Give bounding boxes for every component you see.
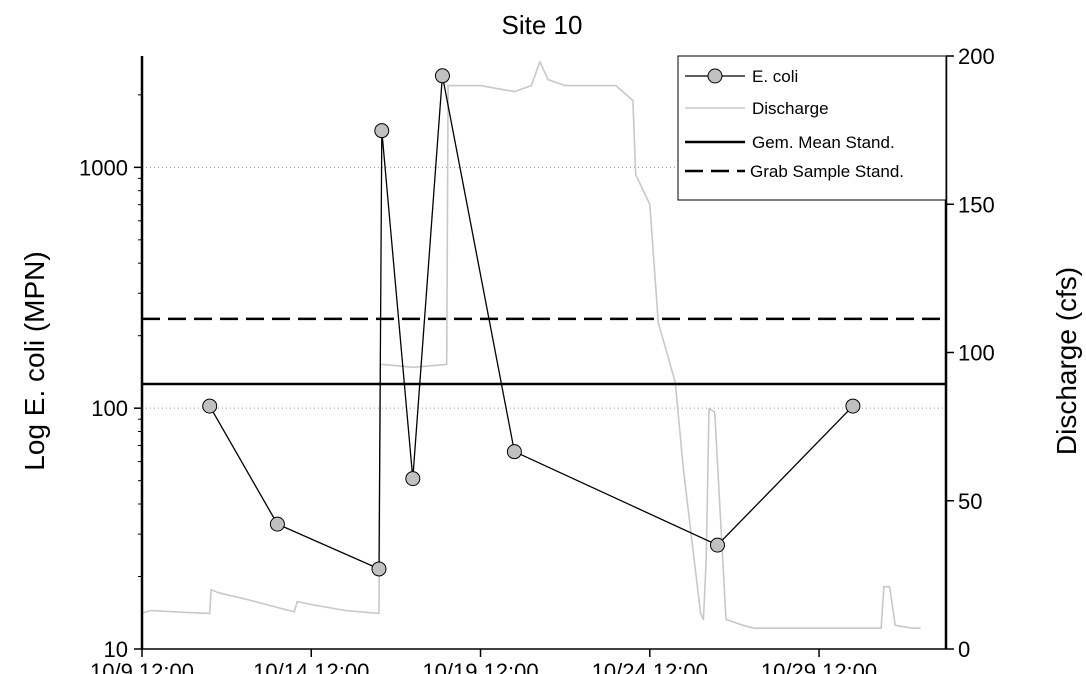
legend-ecoli-marker [707, 68, 723, 84]
y2-tick-label: 200 [958, 44, 995, 69]
legend-gem-mean-label: Gem. Mean Stand. [752, 133, 895, 152]
legend-discharge-label: Discharge [752, 99, 829, 118]
ecoli-point [709, 537, 725, 553]
ecoli-point [374, 123, 390, 139]
x-tick-label: 10/19 12:00 [422, 659, 538, 674]
x-tick-label: 10/14 12:00 [253, 659, 369, 674]
y2-tick-label: 100 [958, 341, 995, 366]
y-tick-label: 1000 [79, 155, 128, 180]
legend: E. coli Discharge Gem. Mean Stand. Grab … [677, 55, 947, 201]
ecoli-point [434, 68, 450, 84]
x-tick-label: 10/24 12:00 [592, 659, 708, 674]
ecoli-point [371, 561, 387, 577]
grid-layer [142, 166, 946, 409]
x-tick-label: 10/29 12:00 [761, 659, 877, 674]
x-tick-label: 10/9 12:00 [90, 659, 194, 674]
ecoli-point [845, 398, 861, 414]
axes-layer: 10 100 1000 0 50 100 150 200 10/9 12:00 10/14 12:… [79, 44, 995, 674]
y2-tick-label: 50 [958, 489, 982, 514]
y-tick-label: 100 [91, 396, 128, 421]
legend-box [677, 55, 947, 201]
y-axis-title: Log E. coli (MPN) [19, 251, 50, 470]
legend-ecoli-label: E. coli [752, 67, 798, 86]
ecoli-point [506, 444, 522, 460]
chart-title: Site 10 [502, 10, 583, 40]
y-tick-label: 10 [104, 637, 128, 662]
ecoli-point [405, 471, 421, 487]
legend-grab-sample-label: Grab Sample Stand. [750, 162, 904, 181]
y2-tick-label: 150 [958, 192, 995, 217]
y2-tick-label: 0 [958, 637, 970, 662]
series-discharge-line [141, 61, 921, 630]
y2-axis-title: Discharge (cfs) [1051, 267, 1082, 455]
ecoli-point [269, 516, 285, 532]
data-layer [141, 61, 946, 630]
ecoli-point [202, 398, 218, 414]
